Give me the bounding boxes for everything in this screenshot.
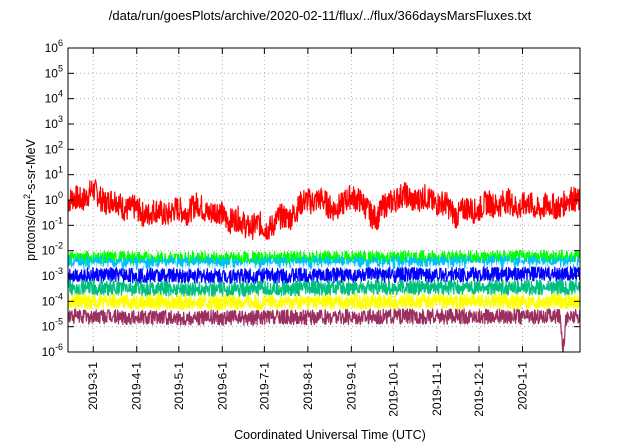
chart-title: /data/run/goesPlots/archive/2020-02-11/f… [108, 8, 532, 23]
x-tick-label: 2019-6-1 [215, 362, 229, 410]
y-tick-label: 10-5 [42, 317, 63, 334]
series-line [67, 308, 581, 353]
y-axis-label: protons/cm2-s-sr-MeV [21, 139, 39, 261]
x-tick-label: 2020-1-1 [515, 362, 529, 410]
x-tick-label: 2019-11-1 [430, 362, 444, 416]
y-tick-label: 10-2 [42, 241, 63, 258]
y-tick-label: 100 [45, 190, 63, 207]
x-tick-label: 2019-5-1 [172, 362, 186, 410]
y-tick-label: 10-1 [42, 215, 63, 232]
x-tick-label: 2019-7-1 [257, 362, 271, 410]
x-tick-label: 2019-3-1 [86, 362, 100, 410]
x-tick-label: 2019-4-1 [130, 362, 144, 410]
x-tick-label: 2019-12-1 [472, 362, 486, 417]
x-tick-label: 2019-8-1 [301, 362, 315, 410]
y-tick-label: 101 [45, 165, 63, 182]
series-line [67, 279, 581, 298]
y-tick-label: 106 [45, 38, 63, 55]
y-tick-label: 105 [45, 63, 63, 80]
y-tick-label: 104 [45, 89, 63, 106]
series-line [67, 293, 581, 311]
x-axis-label: Coordinated Universal Time (UTC) [234, 428, 426, 442]
x-tick-label: 2019-10-1 [386, 362, 400, 417]
y-tick-label: 10-6 [42, 342, 63, 359]
series-line [67, 179, 581, 240]
y-tick-label: 103 [45, 114, 63, 131]
series-line [67, 266, 581, 285]
x-tick-label: 2019-9-1 [344, 362, 358, 410]
y-tick-label: 102 [45, 139, 63, 156]
y-tick-label: 10-3 [42, 266, 63, 283]
y-tick-label: 10-4 [42, 291, 63, 308]
